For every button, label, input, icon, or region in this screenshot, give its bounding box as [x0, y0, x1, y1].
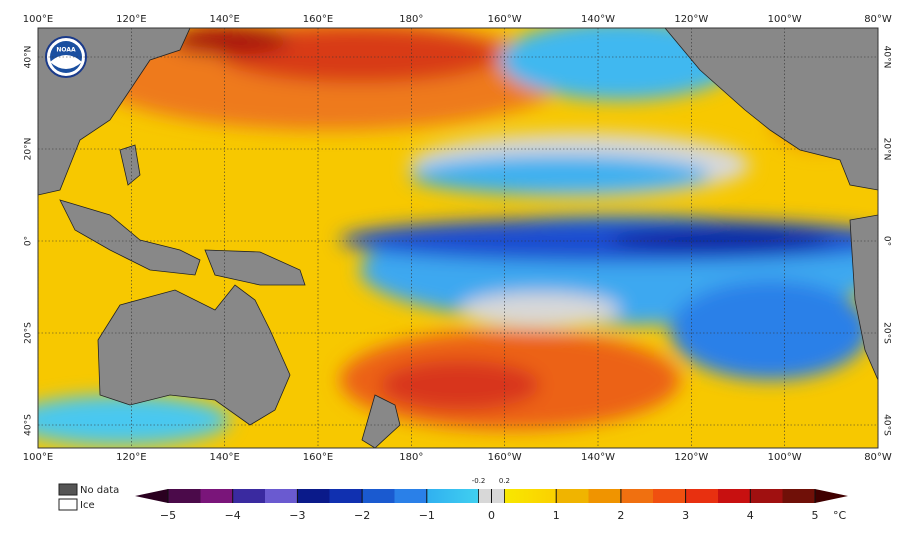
legend: No data Ice [58, 483, 119, 511]
colorbar-tick-label: 1 [553, 509, 560, 522]
lon-label-bottom: 140°W [581, 452, 615, 463]
graticule: 100°E 100°E 120°E 120°E 140°E 140°E 160°E 160°E… [23, 14, 892, 463]
new-guinea [204, 249, 306, 286]
lat-label-right: 20°N [882, 138, 892, 161]
neutral-south [460, 292, 620, 328]
cool-south-west [38, 395, 230, 445]
indonesia [59, 199, 201, 276]
lon-label-bottom: 160°W [488, 452, 522, 463]
colorbar-fine-label: 0.2 [499, 477, 510, 485]
lon-label-top: 140°E [209, 14, 239, 25]
colorbar-fine-label: -0.2 [472, 477, 486, 485]
hot-north-west [170, 28, 290, 55]
no-data-label: No data [80, 485, 119, 496]
lon-label-top: 120°W [674, 14, 708, 25]
colorbar-tick-label: 2 [617, 509, 624, 522]
lon-label-bottom: 100°W [768, 452, 802, 463]
colorbar-tick-label: −2 [354, 509, 370, 522]
lon-label-bottom: 140°E [209, 452, 239, 463]
colorbar-tick-label: 0 [488, 509, 495, 522]
lon-label-bottom: 120°E [116, 452, 146, 463]
colorbar-tick-label: 5 [812, 509, 819, 522]
lon-label-bottom: 120°W [674, 452, 708, 463]
lon-label-top: 100°W [768, 14, 802, 25]
philippines [119, 144, 141, 186]
lat-label-right: 40°N [882, 46, 892, 69]
colorbar-tick-label: −5 [160, 509, 176, 522]
lon-label-bottom: 160°E [303, 452, 333, 463]
lat-label-right: 0° [882, 236, 892, 246]
colorbar: °C −5 −4 −3 −2 −1 0 1 2 3 4 5 -0.2 0.2 [135, 477, 848, 522]
lon-label-top: 160°W [488, 14, 522, 25]
colorbar-low-extend [135, 489, 168, 503]
logo-bird [50, 55, 82, 69]
lat-label-right: 40°S [882, 414, 892, 436]
colorbar-tick-label: −4 [225, 509, 241, 522]
lon-label-bottom: 100°E [23, 452, 53, 463]
lon-label-bottom: 80°W [864, 452, 892, 463]
logo-text: NOAA [56, 47, 76, 54]
colorbar-high-extend [815, 489, 848, 503]
cool-band-north [410, 155, 710, 195]
colorbar-tick-label: 3 [682, 509, 689, 522]
lon-label-top: 160°E [303, 14, 333, 25]
lon-label-top: 180° [399, 14, 423, 25]
colorbar-tick-label: −1 [419, 509, 435, 522]
ice-swatch [58, 498, 78, 511]
cool-south-east [670, 280, 870, 380]
lat-label-right: 20°S [882, 322, 892, 344]
lon-label-top: 140°W [581, 14, 615, 25]
colorbar-tick-label: −3 [289, 509, 305, 522]
lon-label-top: 120°E [116, 14, 146, 25]
north-america [664, 28, 878, 191]
lat-label-left: 20°N [24, 138, 34, 161]
new-zealand [361, 394, 401, 448]
colorbar-tick-label: 4 [747, 509, 754, 522]
lon-label-bottom: 180° [399, 452, 423, 463]
coldest-equator [610, 228, 830, 252]
south-america [849, 214, 878, 381]
lat-label-left: 20°S [24, 322, 34, 344]
lat-label-left: 40°S [24, 414, 34, 436]
map-area: NOAA [38, 28, 878, 448]
lat-label-left: 40°N [24, 46, 34, 69]
australia [97, 284, 291, 426]
hot-south [380, 360, 540, 410]
hot-north [220, 28, 500, 83]
no-data-swatch [58, 483, 78, 496]
colorbar-unit: °C [833, 509, 847, 522]
lat-label-left: 0° [24, 236, 34, 246]
lon-label-top: 100°E [23, 14, 53, 25]
ice-label: Ice [80, 500, 95, 511]
lon-label-top: 80°W [864, 14, 892, 25]
